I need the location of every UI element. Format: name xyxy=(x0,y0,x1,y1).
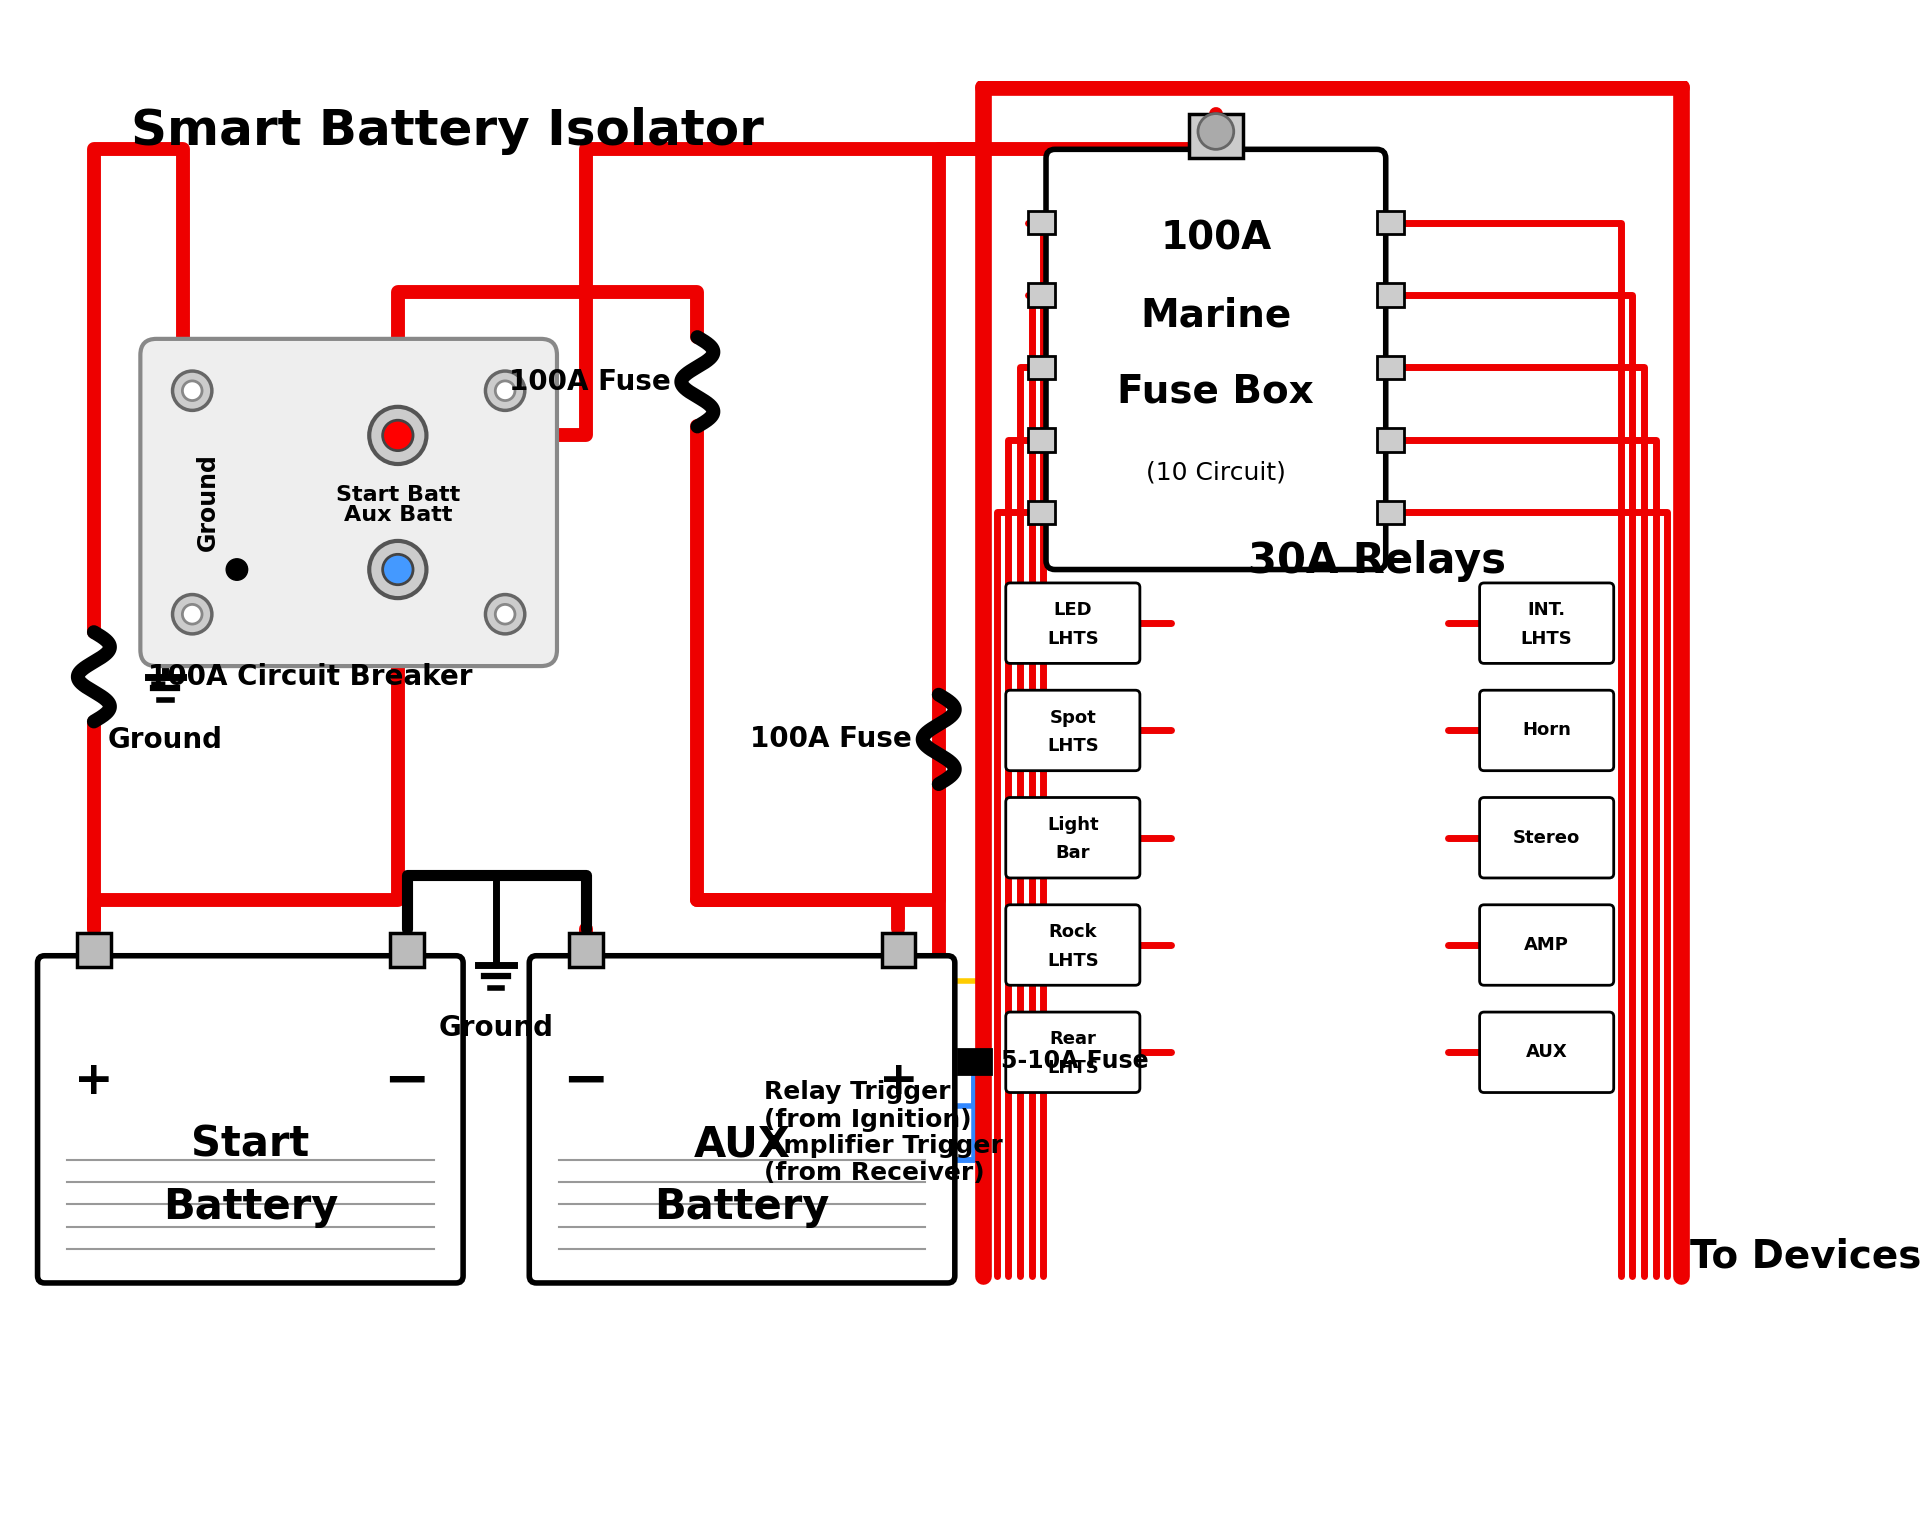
Text: Rock: Rock xyxy=(1048,923,1096,942)
Text: AUX: AUX xyxy=(693,1123,791,1166)
Bar xyxy=(1377,210,1404,235)
FancyBboxPatch shape xyxy=(1480,584,1613,664)
Text: +: + xyxy=(75,1060,113,1104)
Bar xyxy=(881,934,916,968)
Text: 5-10A Fuse: 5-10A Fuse xyxy=(1002,1049,1148,1074)
Bar xyxy=(1377,284,1404,307)
Circle shape xyxy=(495,604,515,624)
Circle shape xyxy=(173,372,211,410)
Text: Battery: Battery xyxy=(655,1186,829,1227)
FancyBboxPatch shape xyxy=(1480,1012,1613,1092)
Text: 100A: 100A xyxy=(1160,220,1271,258)
Text: Aux Batt: Aux Batt xyxy=(344,505,451,525)
Text: −: − xyxy=(384,1055,430,1109)
Circle shape xyxy=(369,407,426,464)
Text: −: − xyxy=(563,1055,609,1109)
Text: LHTS: LHTS xyxy=(1046,737,1098,756)
Text: Relay Trigger
(from Ignition): Relay Trigger (from Ignition) xyxy=(764,1080,972,1132)
Circle shape xyxy=(173,594,211,634)
Bar xyxy=(77,934,111,968)
Circle shape xyxy=(369,541,426,598)
Bar xyxy=(958,1049,991,1074)
Text: LHTS: LHTS xyxy=(1046,1058,1098,1077)
Text: Start Batt: Start Batt xyxy=(336,484,461,505)
Text: 30A Relays: 30A Relays xyxy=(1248,539,1505,582)
FancyBboxPatch shape xyxy=(1006,584,1140,664)
Circle shape xyxy=(182,604,202,624)
Text: LHTS: LHTS xyxy=(1046,952,1098,969)
FancyBboxPatch shape xyxy=(1006,905,1140,985)
FancyBboxPatch shape xyxy=(1046,149,1386,570)
Circle shape xyxy=(227,559,248,581)
Text: LHTS: LHTS xyxy=(1521,630,1572,648)
Text: INT.: INT. xyxy=(1528,601,1565,619)
Text: 100A Fuse: 100A Fuse xyxy=(751,725,912,753)
Circle shape xyxy=(486,594,524,634)
FancyBboxPatch shape xyxy=(1006,797,1140,879)
Circle shape xyxy=(182,381,202,401)
Text: Spot: Spot xyxy=(1050,708,1096,727)
Bar xyxy=(1188,114,1242,158)
Bar xyxy=(568,934,603,968)
FancyBboxPatch shape xyxy=(38,955,463,1283)
Text: +: + xyxy=(879,1060,918,1104)
Bar xyxy=(1377,429,1404,452)
Bar xyxy=(390,934,424,968)
FancyBboxPatch shape xyxy=(1006,1012,1140,1092)
Text: AMP: AMP xyxy=(1524,935,1569,954)
Text: Ground: Ground xyxy=(438,1014,553,1041)
Text: 100A Fuse: 100A Fuse xyxy=(509,367,670,396)
Text: Fuse Box: Fuse Box xyxy=(1117,373,1315,410)
Text: Bar: Bar xyxy=(1056,845,1091,863)
Text: Marine: Marine xyxy=(1140,296,1292,335)
FancyBboxPatch shape xyxy=(530,955,954,1283)
Text: To Devices: To Devices xyxy=(1690,1238,1920,1276)
Circle shape xyxy=(382,421,413,450)
FancyBboxPatch shape xyxy=(1480,797,1613,879)
Bar xyxy=(1027,501,1054,524)
FancyBboxPatch shape xyxy=(1480,690,1613,771)
Text: Ground: Ground xyxy=(196,453,221,551)
Bar xyxy=(1027,429,1054,452)
Circle shape xyxy=(486,372,524,410)
Text: Stereo: Stereo xyxy=(1513,829,1580,846)
FancyBboxPatch shape xyxy=(1006,690,1140,771)
Text: LED: LED xyxy=(1054,601,1092,619)
Text: AUX: AUX xyxy=(1526,1043,1567,1061)
Text: Amplifier Trigger
(from Receiver): Amplifier Trigger (from Receiver) xyxy=(764,1134,1002,1186)
Circle shape xyxy=(495,381,515,401)
Text: Battery: Battery xyxy=(163,1186,338,1227)
Bar xyxy=(1027,210,1054,235)
Text: Rear: Rear xyxy=(1050,1031,1096,1049)
Bar xyxy=(1377,501,1404,524)
Text: Smart Battery Isolator: Smart Battery Isolator xyxy=(131,108,764,155)
Circle shape xyxy=(382,554,413,585)
Text: (10 Circuit): (10 Circuit) xyxy=(1146,461,1286,484)
Text: Start: Start xyxy=(192,1123,309,1166)
FancyBboxPatch shape xyxy=(140,339,557,667)
Text: LHTS: LHTS xyxy=(1046,630,1098,648)
Text: Ground: Ground xyxy=(108,727,223,754)
Text: Light: Light xyxy=(1046,816,1098,834)
Circle shape xyxy=(1198,114,1235,149)
Bar xyxy=(1377,356,1404,379)
Text: Horn: Horn xyxy=(1523,722,1571,739)
Bar xyxy=(1027,356,1054,379)
FancyBboxPatch shape xyxy=(1480,905,1613,985)
Bar xyxy=(1027,284,1054,307)
Text: 100A Circuit Breaker: 100A Circuit Breaker xyxy=(148,664,472,691)
